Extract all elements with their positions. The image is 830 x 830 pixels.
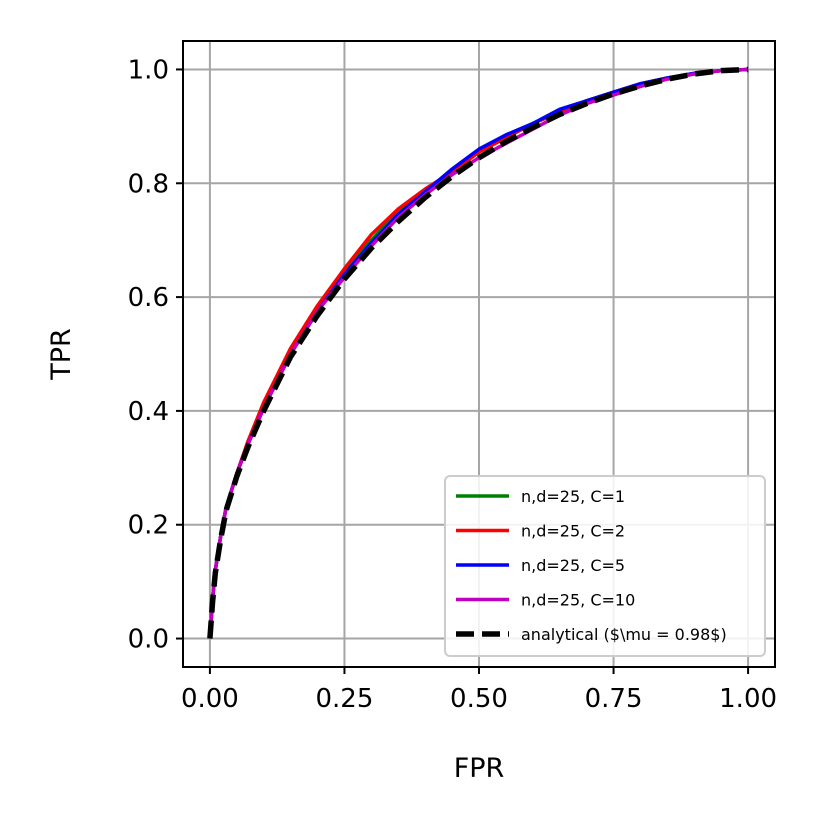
y-tick-label: 0.0 [128, 625, 169, 655]
x-tick-label: 0.50 [450, 684, 508, 714]
y-axis-label: TPR [46, 328, 77, 381]
y-tick-label: 1.0 [128, 55, 169, 85]
y-tick-label: 0.2 [128, 511, 169, 541]
legend-frame [444, 475, 766, 657]
y-tick-label: 0.6 [128, 283, 169, 313]
legend-label: analytical ($\mu = 0.98$) [521, 625, 727, 644]
legend-label: n,d=25, C=10 [521, 591, 635, 610]
y-tick-label: 0.4 [128, 397, 169, 427]
series-lines [207, 66, 749, 639]
axis-ticks: 0.00 0.25 0.50 0.75 1.00 0.0 0.2 0.4 0.6 0.8 1.0 [128, 55, 777, 714]
x-tick-label: 0.00 [181, 684, 239, 714]
x-tick-label: 0.25 [316, 684, 374, 714]
legend: n,d=25, C=1 n,d=25, C=2 n,d=25, C=5 n,d=25,… [444, 475, 766, 657]
legend-label: n,d=25, C=1 [521, 487, 625, 506]
x-axis-label: FPR [454, 753, 505, 784]
y-tick-label: 0.8 [128, 169, 169, 199]
x-tick-label: 0.75 [585, 684, 643, 714]
legend-label: n,d=25, C=5 [521, 556, 625, 575]
series-line-5 [207, 66, 749, 639]
legend-label: n,d=25, C=2 [521, 522, 625, 541]
x-tick-label: 1.00 [719, 684, 777, 714]
